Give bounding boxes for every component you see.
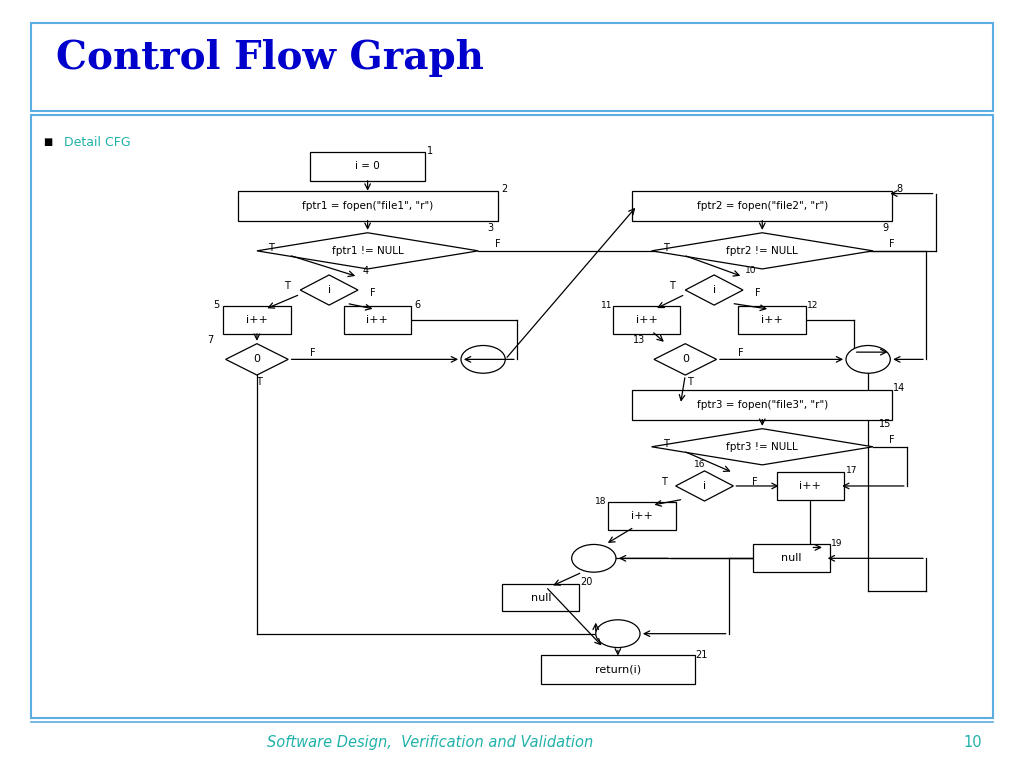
Polygon shape — [651, 233, 872, 269]
Text: 4: 4 — [362, 266, 369, 276]
Polygon shape — [300, 275, 358, 305]
Text: 10: 10 — [745, 266, 757, 275]
Text: 9: 9 — [883, 223, 889, 233]
FancyBboxPatch shape — [541, 655, 695, 684]
Text: 0: 0 — [682, 354, 689, 364]
Text: Control Flow Graph: Control Flow Graph — [56, 38, 484, 77]
Text: Detail CFG: Detail CFG — [65, 136, 131, 149]
FancyBboxPatch shape — [223, 306, 291, 334]
Text: F: F — [890, 435, 895, 445]
Text: fptr2 = fopen("file2", "r"): fptr2 = fopen("file2", "r") — [696, 200, 827, 210]
FancyBboxPatch shape — [777, 472, 844, 500]
Text: 14: 14 — [893, 383, 905, 393]
Text: return(i): return(i) — [595, 665, 641, 675]
Text: null: null — [781, 553, 802, 563]
Text: T: T — [687, 377, 693, 387]
Text: F: F — [738, 349, 743, 359]
Text: i++: i++ — [631, 511, 653, 521]
Text: T: T — [256, 377, 262, 387]
Polygon shape — [654, 344, 717, 375]
Text: 18: 18 — [595, 497, 606, 505]
Text: i++: i++ — [367, 315, 388, 325]
Text: F: F — [755, 288, 760, 298]
Text: F: F — [890, 239, 895, 249]
Text: 3: 3 — [487, 223, 494, 233]
FancyBboxPatch shape — [310, 152, 425, 181]
Text: ■: ■ — [43, 137, 52, 147]
Text: Software Design,  Verification and Validation: Software Design, Verification and Valida… — [267, 735, 593, 750]
Circle shape — [571, 545, 616, 572]
Text: 7: 7 — [208, 335, 214, 345]
Circle shape — [461, 346, 505, 373]
FancyBboxPatch shape — [633, 389, 892, 419]
Text: F: F — [310, 349, 315, 359]
Text: 2: 2 — [501, 184, 508, 194]
Text: 17: 17 — [846, 466, 857, 475]
Text: 0: 0 — [253, 354, 260, 364]
Text: 11: 11 — [601, 300, 612, 310]
Polygon shape — [651, 429, 872, 465]
Text: 5: 5 — [213, 300, 219, 310]
Text: T: T — [268, 243, 274, 253]
Circle shape — [846, 346, 890, 373]
Text: 10: 10 — [964, 735, 982, 750]
Text: 13: 13 — [633, 335, 645, 345]
Circle shape — [596, 620, 640, 647]
Text: i: i — [702, 481, 707, 491]
Text: F: F — [752, 478, 758, 488]
Text: 20: 20 — [580, 578, 592, 588]
Text: fptr1 = fopen("file1", "r"): fptr1 = fopen("file1", "r") — [302, 200, 433, 210]
Polygon shape — [676, 471, 733, 501]
Text: i: i — [328, 285, 331, 295]
Text: fptr3 = fopen("file3", "r"): fptr3 = fopen("file3", "r") — [696, 399, 827, 409]
FancyBboxPatch shape — [503, 584, 580, 611]
FancyBboxPatch shape — [738, 306, 806, 334]
Text: null: null — [530, 592, 551, 603]
Text: i++: i++ — [800, 481, 821, 491]
Text: F: F — [495, 239, 501, 249]
Text: i++: i++ — [636, 315, 657, 325]
Text: T: T — [284, 281, 290, 291]
Text: T: T — [664, 243, 669, 253]
Text: i++: i++ — [761, 315, 782, 325]
FancyBboxPatch shape — [608, 502, 676, 530]
Text: 1: 1 — [427, 147, 433, 157]
Text: 8: 8 — [896, 184, 902, 194]
Polygon shape — [257, 233, 478, 269]
Text: T: T — [664, 439, 669, 449]
Text: fptr2 != NULL: fptr2 != NULL — [726, 246, 798, 256]
Polygon shape — [225, 344, 288, 375]
FancyBboxPatch shape — [633, 190, 892, 220]
Text: 6: 6 — [415, 300, 421, 310]
Text: T: T — [662, 478, 667, 488]
Text: 15: 15 — [880, 419, 892, 429]
Polygon shape — [685, 275, 743, 305]
Text: i = 0: i = 0 — [355, 161, 380, 171]
Text: F: F — [370, 288, 375, 298]
FancyBboxPatch shape — [753, 545, 829, 572]
FancyBboxPatch shape — [238, 190, 498, 220]
Text: 12: 12 — [807, 300, 818, 310]
FancyBboxPatch shape — [344, 306, 411, 334]
Text: 16: 16 — [694, 460, 706, 469]
Text: fptr3 != NULL: fptr3 != NULL — [726, 442, 798, 452]
Text: 19: 19 — [830, 538, 842, 548]
Text: i++: i++ — [246, 315, 268, 325]
FancyBboxPatch shape — [613, 306, 681, 334]
Text: T: T — [669, 281, 675, 291]
Text: fptr1 != NULL: fptr1 != NULL — [332, 246, 403, 256]
Text: 21: 21 — [695, 650, 708, 660]
Text: i: i — [713, 285, 716, 295]
